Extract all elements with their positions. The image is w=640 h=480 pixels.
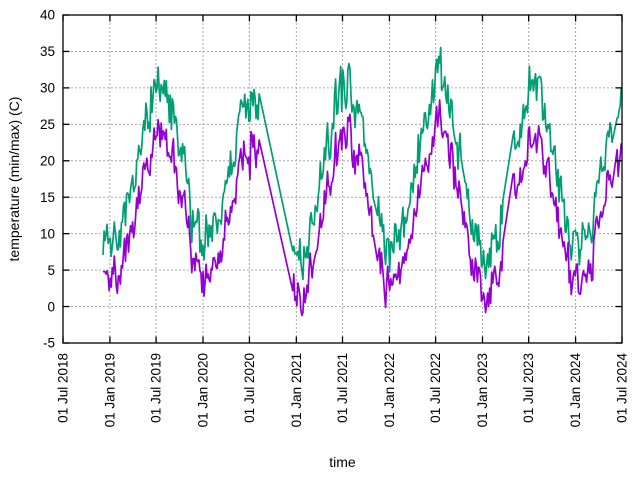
series-group bbox=[102, 46, 623, 317]
x-tick-label: 01 Jul 2024 bbox=[615, 353, 630, 423]
y-tick-label: 10 bbox=[40, 226, 55, 241]
x-tick-label: 01 Jan 2021 bbox=[289, 353, 304, 427]
x-tick-label: 01 Jul 2019 bbox=[149, 353, 164, 423]
max-temperature-line bbox=[102, 46, 623, 281]
y-tick-label: 15 bbox=[40, 190, 55, 205]
x-tick-label: 01 Jan 2023 bbox=[475, 353, 490, 427]
y-tick-label: 0 bbox=[47, 299, 55, 314]
y-tick-label: 5 bbox=[47, 263, 55, 278]
x-tick-label: 01 Jan 2019 bbox=[102, 353, 117, 427]
x-tick-label: 01 Jul 2023 bbox=[521, 353, 536, 423]
x-tick-label: 01 Jan 2024 bbox=[568, 353, 583, 428]
grid bbox=[62, 14, 623, 344]
x-tick-label: 01 Jul 2022 bbox=[428, 353, 443, 423]
x-tick-label: 01 Jul 2020 bbox=[242, 353, 257, 423]
y-axis-title: temperature (min/max) (C) bbox=[6, 96, 22, 262]
x-tick-label: 01 Jan 2022 bbox=[382, 353, 397, 427]
y-tick-label: -5 bbox=[43, 336, 55, 351]
tick-labels: -5 0 5 10 15 20 25 30 35 40 01 Jul 2018 01 Jan 2019… bbox=[40, 8, 630, 428]
x-axis-title: time bbox=[329, 454, 356, 470]
y-tick-label: 40 bbox=[40, 8, 55, 23]
x-tick-label: 01 Jan 2020 bbox=[196, 353, 211, 427]
y-tick-label: 35 bbox=[40, 44, 55, 59]
x-tick-label: 01 Jul 2021 bbox=[335, 353, 350, 423]
x-tick-label: 01 Jul 2018 bbox=[56, 353, 71, 423]
min-temperature-line bbox=[102, 99, 623, 317]
axes bbox=[62, 14, 623, 344]
y-tick-label: 20 bbox=[40, 154, 55, 169]
y-tick-label: 30 bbox=[40, 81, 55, 96]
y-tick-label: 25 bbox=[40, 117, 55, 132]
